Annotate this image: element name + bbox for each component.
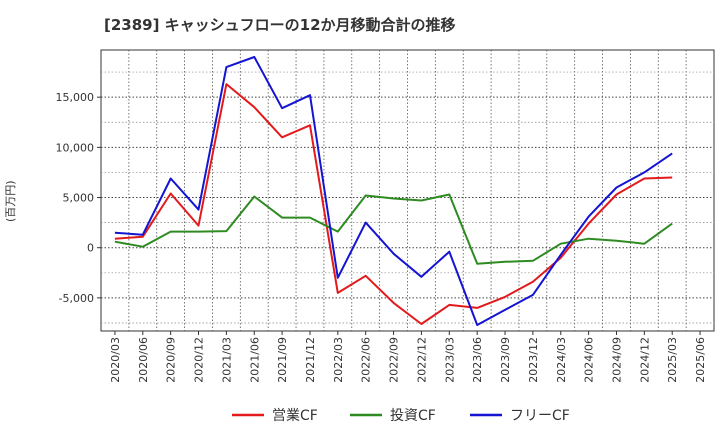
x-tick-label: 2021/09	[276, 337, 289, 383]
x-tick-label: 2020/06	[137, 337, 150, 383]
x-tick-label: 2021/06	[248, 337, 261, 383]
x-tick-label: 2024/12	[638, 337, 651, 383]
x-tick-label: 2025/06	[694, 337, 707, 383]
series-line	[114, 193, 673, 265]
x-tick-label: 2023/03	[443, 337, 456, 383]
y-tick-label: 5,000	[63, 192, 95, 205]
series-line	[114, 56, 673, 326]
x-tick-label: 2024/06	[583, 337, 596, 383]
legend-label: フリーCF	[510, 408, 570, 424]
chart-title: [2389] キャッシュフローの12か月移動合計の推移	[104, 16, 456, 34]
y-tick-label: 15,000	[56, 91, 95, 104]
x-tick-label: 2022/03	[332, 337, 345, 383]
x-tick-label: 2022/09	[388, 337, 401, 383]
x-tick-label: 2025/03	[666, 337, 679, 383]
x-tick-label: 2020/09	[165, 337, 178, 383]
x-tick-label: 2024/03	[555, 337, 568, 383]
x-tick-label: 2022/06	[360, 337, 373, 383]
x-tick-label: 2020/12	[193, 337, 206, 383]
x-tick-label: 2021/12	[304, 337, 317, 383]
x-tick-label: 2023/06	[471, 337, 484, 383]
legend-label: 投資CF	[390, 408, 436, 424]
x-tick-label: 2022/12	[415, 337, 428, 383]
legend-label: 営業CF	[272, 408, 318, 424]
x-tick-label: 2021/03	[220, 337, 233, 383]
x-tick-label: 2020/03	[109, 337, 122, 383]
x-tick-label: 2023/12	[527, 337, 540, 383]
series-line	[114, 83, 673, 325]
y-tick-label: 10,000	[56, 141, 95, 154]
y-tick-label: -5,000	[59, 292, 94, 305]
y-tick-label: 0	[87, 242, 94, 255]
x-tick-label: 2023/09	[499, 337, 512, 383]
x-tick-label: 2024/09	[610, 337, 623, 383]
